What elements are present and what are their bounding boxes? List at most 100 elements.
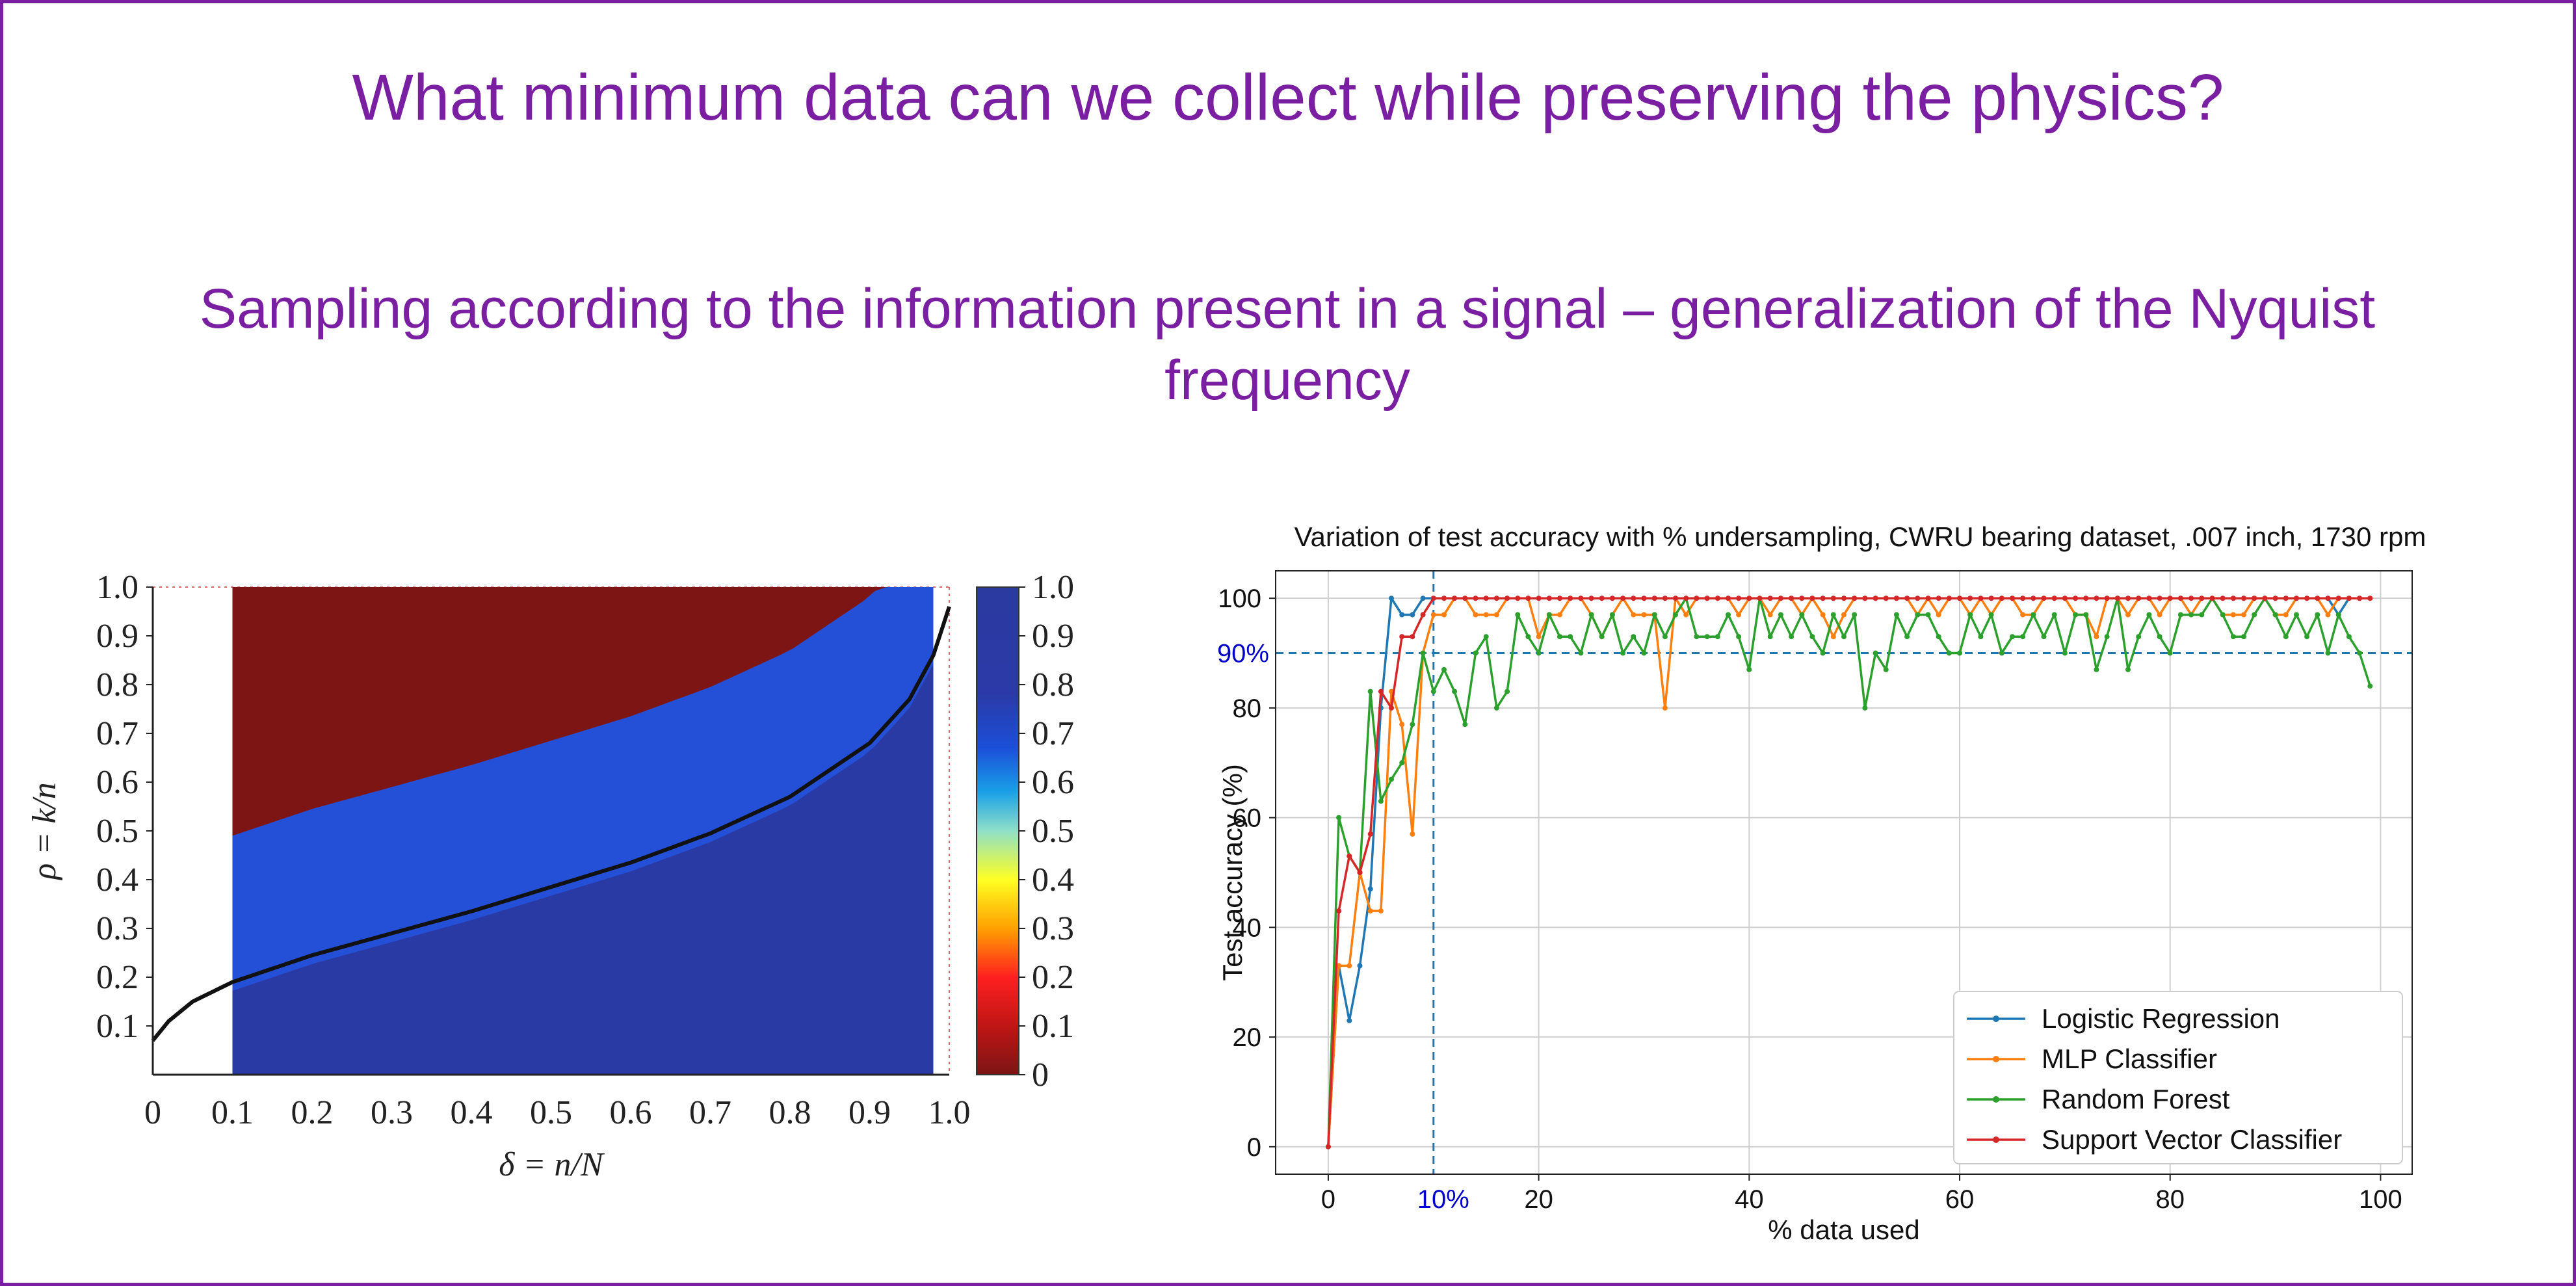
data-point (1936, 612, 1941, 618)
phase-colorbar-ticks: 1.0 0.9 0.8 0.7 0.6 0.5 0.4 0.3 0.2 0.1 0 (1019, 569, 1074, 1094)
data-point (1715, 596, 1720, 601)
data-point (1820, 596, 1826, 601)
phase-y-tick-label: 0.7 (96, 715, 138, 752)
data-point (2094, 666, 2099, 672)
chart-y-ticks: 0 20 40 60 80 100 (1218, 584, 1276, 1162)
data-point (1420, 612, 1426, 618)
data-point (1483, 612, 1489, 618)
data-point (1862, 596, 1868, 601)
data-point (1904, 596, 1910, 601)
data-point (2062, 650, 2068, 656)
chart-x-ticks: 0 20 40 60 80 100 (1321, 1174, 2402, 1214)
data-point (1631, 596, 1636, 601)
data-point (1778, 596, 1783, 601)
data-point (2241, 634, 2246, 640)
data-point (1726, 596, 1731, 601)
data-point (2220, 596, 2226, 601)
data-point (1483, 596, 1489, 601)
accuracy-line-chart: Variation of test accuracy with % unders… (1217, 521, 2426, 1245)
phase-x-tick-label: 0.1 (211, 1094, 254, 1131)
data-point (1441, 612, 1447, 618)
data-point (1988, 596, 1994, 601)
data-point (2209, 596, 2215, 601)
data-point (2325, 650, 2331, 656)
data-point (1462, 596, 1468, 601)
x-tick-label: 80 (2155, 1185, 2185, 1214)
data-point (1893, 612, 1899, 618)
data-point (1546, 612, 1552, 618)
colorbar-tick-label: 0.7 (1032, 715, 1074, 752)
data-point (2304, 634, 2310, 640)
data-point (2157, 612, 2162, 618)
data-point (2114, 596, 2120, 601)
data-point (2283, 596, 2289, 601)
data-point (1347, 963, 1352, 969)
data-point (1999, 596, 2004, 601)
data-point (1599, 634, 1605, 640)
data-point (1978, 634, 1984, 640)
series-random-forest (1325, 596, 2373, 1149)
data-point (1967, 596, 1973, 601)
phase-colorbar (976, 586, 1019, 1075)
data-point (1430, 612, 1436, 618)
data-point (1505, 596, 1510, 601)
data-point (2051, 596, 2057, 601)
data-point (1673, 596, 1678, 601)
data-point (1399, 722, 1405, 728)
data-point (1641, 596, 1647, 601)
phase-x-axis-label: δ = n/N (499, 1146, 605, 1183)
x-tick-label: 100 (2359, 1185, 2402, 1214)
data-point (2073, 596, 2079, 601)
data-point (2230, 612, 2236, 618)
data-point (2020, 612, 2026, 618)
legend-label: Random Forest (2042, 1084, 2230, 1114)
data-point (1536, 596, 1542, 601)
data-point (1452, 689, 1458, 694)
data-point (2020, 596, 2026, 601)
data-point (2294, 596, 2299, 601)
data-point (2125, 666, 2131, 672)
data-point (2199, 612, 2205, 618)
data-point (1799, 596, 1805, 601)
data-point (2020, 634, 2026, 640)
data-point (1873, 650, 1878, 656)
data-point (1683, 612, 1689, 618)
x-tick-label: 0 (1321, 1185, 1335, 1214)
data-point (1410, 722, 1415, 728)
phase-y-tick-label: 0.1 (96, 1008, 138, 1045)
chart-title: Variation of test accuracy with % unders… (1295, 521, 2426, 552)
data-point (1420, 596, 1426, 601)
data-point (1578, 650, 1584, 656)
x-tick-label: 60 (1945, 1185, 1975, 1214)
series-line (1327, 597, 2371, 1147)
data-point (2304, 596, 2310, 601)
data-point (1904, 634, 1910, 640)
phase-x-tick-label: 0.6 (610, 1094, 652, 1131)
data-point (1441, 666, 1447, 672)
data-point (1515, 596, 1521, 601)
data-point (2157, 634, 2162, 640)
reference-lines: 90% 10% (1217, 571, 2412, 1214)
data-point (1830, 612, 1836, 618)
data-point (1389, 596, 1394, 601)
data-point (2083, 612, 2089, 618)
data-point (1767, 612, 1773, 618)
data-point (2125, 612, 2131, 618)
data-point (1578, 596, 1584, 601)
data-point (1620, 596, 1626, 601)
phase-y-tick-label: 1.0 (96, 569, 138, 606)
data-point (1631, 612, 1636, 618)
y-tick-label: 0 (1247, 1133, 1261, 1162)
colorbar-tick-label: 0.8 (1032, 666, 1074, 703)
data-point (2325, 612, 2331, 618)
data-point (1726, 612, 1731, 618)
data-point (2220, 612, 2226, 618)
data-point (1936, 634, 1941, 640)
data-point (1746, 666, 1752, 672)
phase-transition-curve (151, 606, 951, 1042)
data-point (1957, 650, 1962, 656)
data-point (1347, 1017, 1352, 1023)
phase-failure-region (232, 587, 934, 836)
data-point (1430, 596, 1436, 601)
data-point (2031, 612, 2036, 618)
